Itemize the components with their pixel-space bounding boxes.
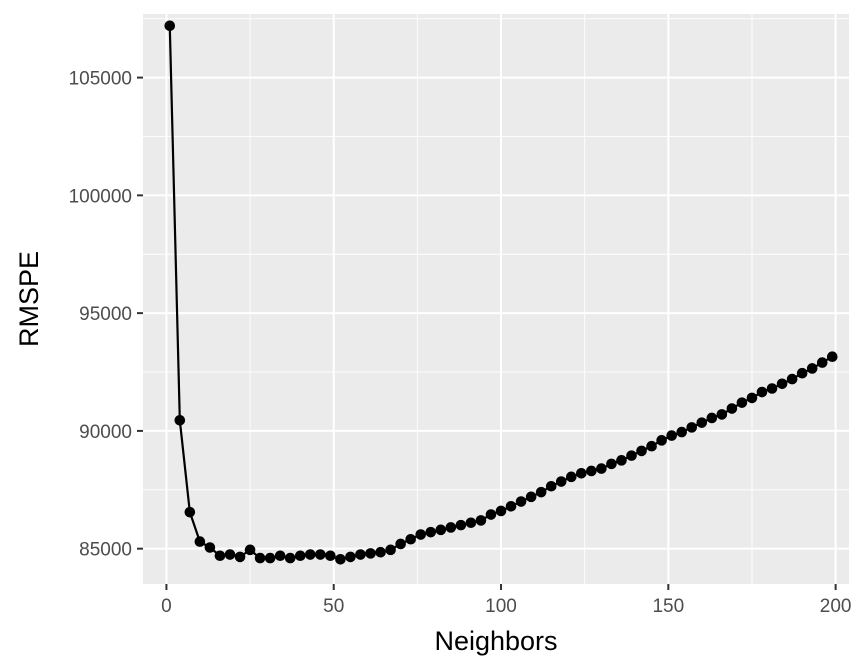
data-point: [525, 491, 537, 503]
data-point: [565, 471, 577, 483]
data-point: [305, 549, 316, 560]
data-point: [746, 392, 758, 404]
data-point: [796, 367, 808, 379]
data-point: [606, 458, 617, 470]
x-tick-label: 50: [323, 596, 344, 617]
y-tick-label: 95000: [79, 304, 132, 325]
data-point: [204, 542, 216, 553]
y-axis-title: RMSPE: [14, 251, 44, 347]
data-point: [425, 526, 437, 538]
data-point: [355, 549, 366, 560]
data-point: [626, 450, 637, 461]
data-point: [194, 536, 206, 547]
grid-minor: [143, 14, 849, 584]
data-point: [596, 463, 607, 474]
data-point: [214, 550, 226, 562]
data-point: [244, 544, 256, 556]
data-point: [415, 529, 427, 540]
data-point: [816, 357, 828, 368]
data-point: [555, 476, 567, 487]
data-point: [365, 548, 376, 559]
data-point: [325, 550, 336, 562]
data-point: [375, 546, 386, 558]
x-tick-label: 150: [652, 596, 684, 617]
data-point: [345, 551, 356, 563]
data-point: [726, 403, 738, 414]
data-point: [826, 351, 838, 363]
x-axis-title: Neighbors: [434, 626, 557, 656]
x-tick-label: 0: [161, 596, 172, 617]
data-point: [164, 20, 176, 32]
data-point: [676, 426, 687, 438]
data-point: [576, 468, 587, 479]
data-point: [445, 522, 457, 533]
y-tick-label: 105000: [69, 69, 132, 90]
data-point: [475, 515, 487, 526]
data-point: [315, 549, 326, 560]
data-point: [395, 538, 406, 550]
data-point: [716, 409, 728, 420]
data-point: [646, 440, 657, 452]
data-point: [455, 519, 467, 531]
data-point: [766, 383, 778, 394]
data-point: [786, 373, 798, 385]
data-point: [485, 509, 497, 520]
data-point: [465, 517, 477, 529]
data-point: [515, 496, 527, 507]
data-point: [294, 550, 306, 562]
data-point: [686, 422, 698, 433]
data-point: [405, 533, 416, 545]
grid-major: [143, 14, 849, 584]
y-tick-label: 100000: [69, 186, 132, 207]
x-tick-label: 200: [820, 596, 852, 617]
data-point: [224, 549, 236, 560]
data-point: [616, 455, 627, 466]
data-point: [435, 524, 447, 536]
data-point: [284, 552, 296, 564]
data-point: [756, 386, 768, 398]
data-point: [234, 551, 246, 563]
data-point: [535, 486, 547, 498]
data-point: [264, 552, 276, 564]
data-point: [174, 415, 186, 426]
data-point: [505, 500, 517, 512]
y-tick-label: 90000: [79, 422, 132, 443]
data-point: [385, 544, 396, 556]
data-point: [656, 435, 667, 446]
data-point: [666, 430, 677, 441]
data-point: [806, 363, 818, 374]
data-point: [335, 553, 346, 565]
data-point: [636, 445, 647, 457]
data-point: [254, 552, 266, 564]
data-point: [706, 412, 718, 424]
data-point: [495, 505, 507, 517]
data-point: [776, 378, 788, 390]
y-tick-label: 85000: [79, 540, 132, 561]
axes-layer: 0 50 100 150 200 85000 90000 95000 100000 105000: [69, 69, 852, 617]
plot-panel: [143, 14, 849, 584]
data-point: [545, 480, 557, 492]
data-point: [696, 417, 708, 428]
series-layer: [164, 20, 838, 565]
data-point: [274, 550, 286, 562]
data-point: [184, 506, 196, 518]
x-tick-label: 100: [485, 596, 517, 617]
data-point: [586, 465, 597, 477]
data-point: [736, 397, 748, 408]
